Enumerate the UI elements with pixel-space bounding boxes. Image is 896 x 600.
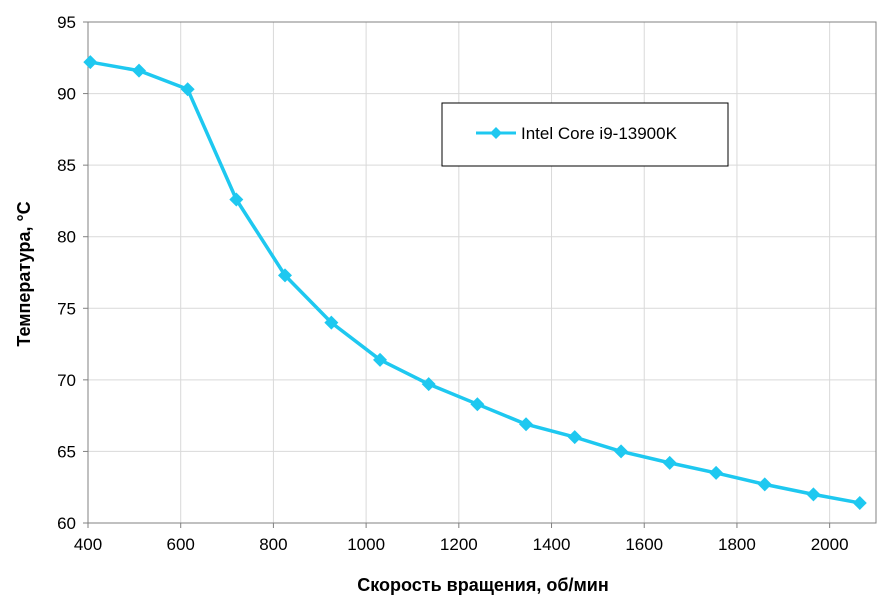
y-tick-label: 80: [57, 228, 76, 247]
data-point-marker: [229, 192, 244, 207]
data-point-marker: [709, 465, 724, 480]
series-layer: [83, 55, 867, 510]
x-tick-label: 1800: [718, 535, 756, 554]
y-tick-label: 95: [57, 13, 76, 32]
data-point-marker: [131, 63, 146, 78]
y-tick-label: 65: [57, 442, 76, 461]
x-tick-label: 600: [167, 535, 195, 554]
data-point-marker: [421, 377, 436, 392]
data-point-marker: [614, 444, 629, 459]
x-tick-label: 800: [259, 535, 287, 554]
plot-area: [87, 21, 877, 524]
data-point-marker: [662, 455, 677, 470]
x-tick-label: 1200: [440, 535, 478, 554]
data-point-marker: [278, 268, 292, 283]
legend-swatch-marker: [490, 127, 502, 139]
x-tick-label: 2000: [811, 535, 849, 554]
x-axis-ticks: 400 600 800 1000 1200 1400 1600 1800 2000: [74, 523, 849, 554]
x-tick-label: 1000: [347, 535, 385, 554]
y-tick-label: 75: [57, 299, 76, 318]
data-point-marker: [373, 352, 388, 367]
data-point-marker: [757, 477, 772, 492]
x-tick-label: 400: [74, 535, 102, 554]
y-tick-label: 85: [57, 156, 76, 175]
data-point-marker: [470, 397, 485, 412]
x-axis-title: Скорость вращения, об/мин: [357, 575, 609, 595]
data-point-marker: [852, 495, 867, 510]
data-point-marker: [324, 315, 339, 330]
data-point-marker: [180, 82, 195, 97]
x-tick-label: 1600: [625, 535, 663, 554]
y-axis-title: Температура, °C: [14, 201, 34, 346]
y-tick-label: 90: [57, 85, 76, 104]
legend: Intel Core i9-13900K: [441, 102, 729, 167]
data-point-marker: [83, 55, 98, 70]
data-point-marker: [519, 417, 534, 432]
y-tick-label: 70: [57, 371, 76, 390]
y-tick-label: 60: [57, 514, 76, 533]
x-tick-label: 1400: [533, 535, 571, 554]
legend-label: Intel Core i9-13900K: [521, 124, 678, 143]
grid-lines: [87, 21, 877, 524]
data-point-marker: [567, 430, 582, 445]
data-point-marker: [806, 487, 821, 502]
y-axis-ticks: 60 65 70 75 80 85 90 95: [57, 13, 88, 533]
